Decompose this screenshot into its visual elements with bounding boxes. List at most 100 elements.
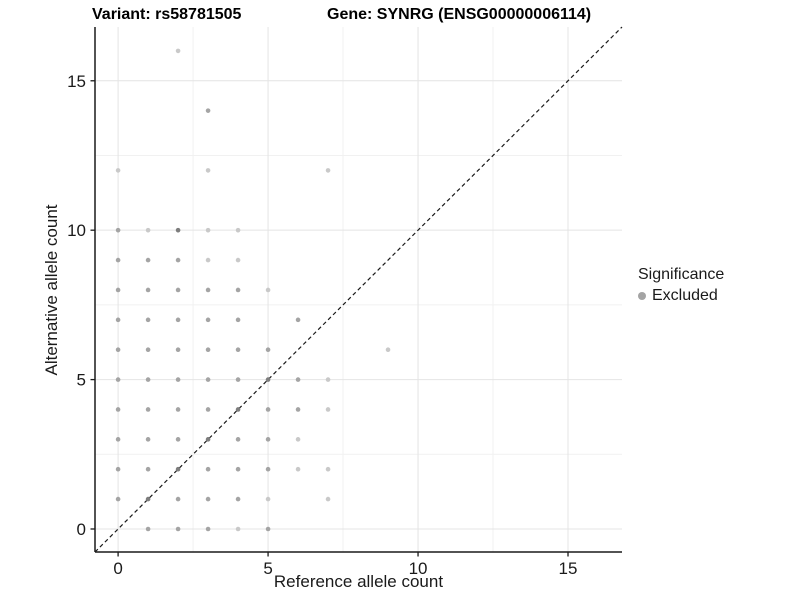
excluded-dot-icon (638, 292, 646, 300)
data-point (205, 347, 211, 353)
data-point (205, 287, 211, 293)
data-point (175, 526, 181, 532)
data-point (235, 496, 241, 502)
data-point (295, 317, 301, 323)
data-point (205, 377, 211, 382)
data-point (145, 227, 151, 233)
legend-item-label: Excluded (652, 287, 718, 304)
data-point (115, 437, 121, 442)
legend-item-excluded: Excluded (638, 287, 724, 305)
data-point (115, 496, 121, 502)
y-tick-label: 10 (67, 221, 86, 240)
data-point (235, 437, 241, 442)
data-point (265, 437, 271, 442)
data-point (115, 287, 121, 293)
gene-title: Gene: SYNRG (ENSG00000006114) (327, 6, 592, 23)
x-axis-title: Reference allele count (273, 572, 444, 591)
data-point (265, 496, 271, 502)
data-point (325, 168, 331, 173)
y-axis-title: Alternative allele count (42, 204, 61, 376)
data-point (145, 317, 151, 323)
data-point (205, 526, 211, 532)
data-point (235, 377, 241, 382)
data-point (235, 317, 241, 323)
data-point (175, 377, 181, 382)
data-point (325, 407, 331, 412)
data-point (205, 437, 211, 442)
minor-gridlines (95, 27, 622, 552)
data-point (295, 466, 301, 472)
data-point (295, 437, 301, 442)
data-point (235, 466, 241, 472)
data-point (205, 407, 211, 412)
axis-ticks (90, 80, 569, 557)
data-points-layer (115, 48, 391, 532)
data-point (175, 347, 181, 353)
x-tick-label: 5 (263, 559, 272, 578)
y-tick-label: 0 (77, 520, 86, 539)
data-point (265, 347, 271, 353)
x-tick-label: 15 (559, 559, 578, 578)
data-point (115, 377, 121, 382)
data-point (235, 347, 241, 353)
data-point (115, 227, 121, 233)
data-point (235, 407, 241, 412)
data-point (145, 347, 151, 353)
data-point (145, 466, 151, 472)
data-point (145, 437, 151, 442)
data-point (325, 496, 331, 502)
data-point (205, 108, 211, 113)
variant-title: Variant: rs58781505 (92, 6, 242, 23)
data-point (205, 227, 211, 233)
x-tick-label: 10 (409, 559, 428, 578)
axis-lines (94, 27, 622, 553)
y-tick-label: 5 (77, 371, 86, 390)
data-point (145, 257, 151, 263)
data-point (235, 257, 241, 263)
data-point (175, 257, 181, 263)
data-point (235, 526, 241, 532)
data-point (175, 496, 181, 502)
x-tick-label: 0 (113, 559, 122, 578)
data-point (205, 466, 211, 472)
data-point (385, 347, 391, 353)
data-point (175, 466, 181, 472)
data-point (145, 496, 151, 502)
data-point (175, 287, 181, 293)
data-point (265, 466, 271, 472)
data-point (265, 407, 271, 412)
y-tick-label: 15 (67, 72, 86, 91)
data-point (265, 526, 271, 532)
data-point (145, 377, 151, 382)
data-point (235, 227, 241, 233)
data-point (295, 407, 301, 412)
data-point (115, 257, 121, 263)
data-point (145, 526, 151, 532)
data-point (205, 257, 211, 263)
legend: Significance Excluded (638, 266, 724, 305)
data-point (265, 287, 271, 293)
data-point (175, 227, 181, 233)
data-point (115, 466, 121, 472)
data-point (265, 377, 271, 382)
data-point (175, 407, 181, 412)
data-point (235, 287, 241, 293)
data-point (175, 437, 181, 442)
data-point (325, 377, 331, 382)
legend-title: Significance (638, 266, 725, 283)
data-point (115, 407, 121, 412)
data-point (325, 466, 331, 472)
data-point (145, 287, 151, 293)
data-point (115, 317, 121, 323)
data-point (175, 317, 181, 323)
data-point (205, 168, 211, 173)
data-point (115, 168, 121, 173)
data-point (175, 48, 181, 54)
identity-dashed-line (94, 26, 623, 553)
axis-tick-labels: 0 5 10 15 0 5 10 15 (67, 72, 577, 578)
data-point (115, 347, 121, 353)
data-point (145, 407, 151, 412)
data-point (295, 377, 301, 382)
